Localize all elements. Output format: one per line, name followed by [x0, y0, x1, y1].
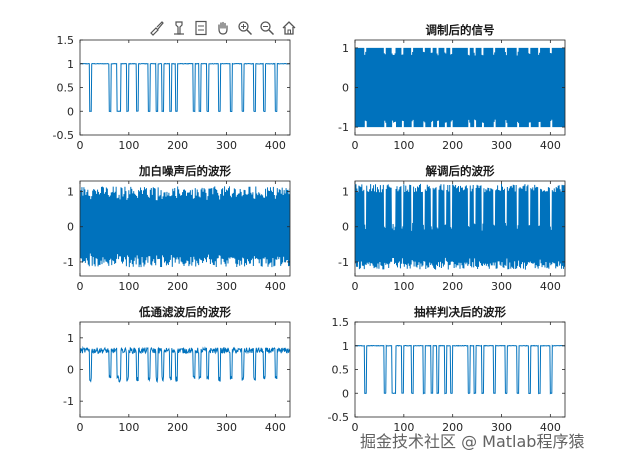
- subplot-title: 加白噪声后的波形: [138, 164, 231, 178]
- y-tick-label: -1: [63, 256, 74, 269]
- x-tick-label: 300: [491, 139, 512, 152]
- x-tick-label: 400: [540, 421, 561, 434]
- y-tick-label: 1.5: [332, 316, 350, 329]
- x-tick-label: 300: [491, 280, 512, 293]
- x-tick-label: 200: [167, 139, 188, 152]
- figure-toolbar: [148, 18, 298, 38]
- subplot-title: 调制后的信号: [426, 23, 495, 37]
- x-tick-label: 100: [393, 421, 414, 434]
- x-tick-label: 200: [442, 139, 463, 152]
- y-tick-label: 1: [342, 186, 349, 199]
- zoom-in-icon[interactable]: [236, 19, 254, 37]
- axes-box-p5: [79, 321, 291, 418]
- y-tick-label: 0: [67, 221, 74, 234]
- x-tick-label: 100: [393, 139, 414, 152]
- axes-box-p3: [79, 180, 291, 277]
- y-tick-label: 0: [67, 364, 74, 377]
- series-line-p1: [80, 62, 290, 113]
- series-line-p3: [80, 186, 290, 268]
- x-tick-label: 0: [352, 421, 359, 434]
- y-tick-label: -0.5: [53, 129, 74, 142]
- subplot-title: 低通滤波后的波形: [138, 305, 231, 319]
- x-tick-label: 300: [216, 421, 237, 434]
- y-tick-label: 0.5: [57, 82, 75, 95]
- subplot-title: 抽样判决后的波形: [414, 305, 506, 319]
- y-tick-label: -1: [338, 256, 349, 269]
- series-line-p4: [355, 183, 565, 270]
- x-tick-label: 100: [393, 280, 414, 293]
- data-tip-icon[interactable]: [170, 19, 188, 37]
- x-tick-label: 100: [118, 421, 139, 434]
- x-tick-label: 400: [265, 280, 286, 293]
- x-tick-label: 400: [265, 139, 286, 152]
- y-tick-label: 1: [342, 340, 349, 353]
- series-line-p2: [355, 47, 565, 128]
- x-tick-label: 200: [442, 421, 463, 434]
- x-tick-label: 200: [442, 280, 463, 293]
- x-tick-label: 400: [540, 139, 561, 152]
- x-tick-label: 0: [77, 139, 84, 152]
- subplot-title: 解调后的波形: [426, 164, 495, 178]
- y-tick-label: -0.5: [328, 411, 349, 424]
- y-tick-label: 0: [342, 221, 349, 234]
- y-tick-label: 0: [67, 105, 74, 118]
- x-tick-label: 300: [216, 139, 237, 152]
- x-tick-label: 400: [540, 280, 561, 293]
- zoom-out-icon[interactable]: [258, 19, 276, 37]
- brush-icon[interactable]: [148, 19, 166, 37]
- x-tick-label: 0: [352, 139, 359, 152]
- x-tick-label: 300: [216, 280, 237, 293]
- pan-hand-icon[interactable]: [214, 19, 232, 37]
- x-tick-label: 0: [352, 280, 359, 293]
- y-tick-label: 1: [67, 332, 74, 345]
- x-tick-label: 0: [77, 421, 84, 434]
- subplot-p1: 0 100 200 300 400-0.500.511.5: [53, 34, 291, 152]
- legend-icon[interactable]: [192, 19, 210, 37]
- y-tick-label: 1: [342, 42, 349, 55]
- x-tick-label: 100: [118, 280, 139, 293]
- watermark-text: 掘金技术社区 @ Matlab程序猿: [360, 432, 585, 451]
- x-tick-label: 200: [167, 421, 188, 434]
- y-tick-label: -1: [63, 395, 74, 408]
- x-tick-label: 300: [491, 421, 512, 434]
- y-tick-label: 1: [67, 58, 74, 71]
- x-tick-label: 200: [167, 280, 188, 293]
- x-tick-label: 100: [118, 139, 139, 152]
- y-tick-label: 0: [342, 82, 349, 95]
- axes-box-p4: [354, 180, 566, 277]
- y-tick-label: -1: [338, 121, 349, 134]
- home-icon[interactable]: [280, 19, 298, 37]
- series-line-p6: [355, 344, 565, 395]
- y-tick-label: 1: [67, 186, 74, 199]
- y-tick-label: 0: [342, 387, 349, 400]
- x-tick-label: 400: [265, 421, 286, 434]
- y-tick-label: 1.5: [57, 34, 75, 47]
- y-tick-label: 0.5: [332, 364, 350, 377]
- series-line-p5: [80, 345, 290, 383]
- x-tick-label: 0: [77, 280, 84, 293]
